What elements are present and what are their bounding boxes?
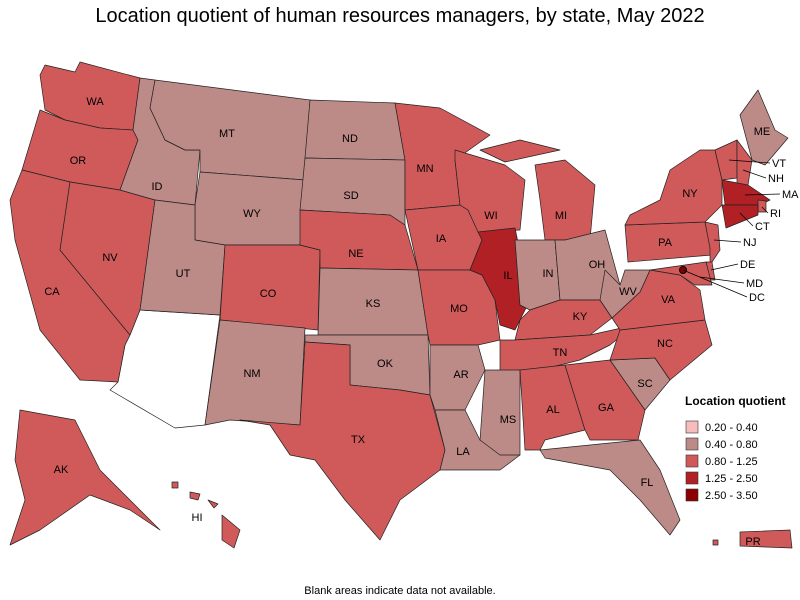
state-label: WI: [484, 210, 497, 222]
legend-swatch: [685, 437, 699, 451]
state-label: WY: [243, 208, 261, 220]
leader-line: [739, 212, 754, 227]
legend: Location quotient 0.20 - 0.40 0.40 - 0.80…: [685, 394, 786, 502]
legend-label: 1.25 - 2.50: [705, 473, 758, 485]
state-shape: [239, 341, 446, 541]
state-label: RI: [770, 208, 781, 220]
legend-label: 0.80 - 1.25: [705, 456, 758, 468]
state-label: IN: [543, 268, 554, 280]
state-label: ID: [152, 181, 163, 193]
state-label: CA: [44, 286, 60, 298]
footnote: Blank areas indicate data not available.: [304, 585, 495, 597]
state-label: MO: [450, 303, 468, 315]
state-shape: [434, 409, 521, 471]
state-shape: [721, 204, 759, 229]
state-shape: [539, 439, 681, 536]
state-shape: [649, 261, 713, 286]
leader-line: [682, 269, 748, 298]
state-label: OH: [589, 259, 606, 271]
state-label: CO: [260, 288, 277, 300]
state-label: IA: [436, 233, 447, 245]
leader-line: [761, 206, 769, 214]
legend-swatch: [685, 420, 699, 434]
state-label: SD: [343, 190, 358, 202]
state-label: NC: [657, 338, 673, 350]
state-shape: [704, 221, 721, 266]
state-label: MD: [746, 278, 763, 290]
legend-swatch: [685, 454, 699, 468]
map-title: Location quotient of human resources man…: [95, 5, 704, 27]
state-label: NV: [102, 252, 118, 264]
leader-line: [699, 276, 745, 284]
state-label: KY: [573, 311, 588, 323]
leader-line: [728, 159, 771, 164]
state-label: OK: [377, 358, 394, 370]
state-label: UT: [176, 268, 191, 280]
state-label: ND: [342, 133, 358, 145]
state-label: MN: [416, 163, 433, 175]
state-label: NH: [768, 173, 784, 185]
state-label: AR: [453, 369, 468, 381]
legend-label: 0.40 - 0.80: [705, 439, 758, 451]
state-shape: [304, 99, 406, 161]
state-label: KS: [366, 298, 381, 310]
state-label: NE: [348, 248, 363, 260]
state-label: NY: [682, 188, 698, 200]
state-label: VT: [772, 158, 786, 170]
leader-line: [742, 169, 767, 179]
state-label: LA: [456, 446, 470, 458]
state-label: SC: [637, 378, 652, 390]
state-label: HI: [192, 512, 203, 524]
state-label: MA: [782, 189, 799, 201]
state-shape: [9, 409, 161, 546]
leader-line: [710, 263, 739, 271]
state-label: NM: [243, 368, 260, 380]
state-label: ME: [754, 126, 771, 138]
state-label: AK: [54, 464, 69, 476]
state-shape: [624, 149, 723, 226]
leader-line: [744, 193, 781, 196]
states: WA OR CA NV ID MT WY UT CO NM ND SD NE KS OK TX MN IA MO AR…: [9, 61, 799, 549]
state-label: MS: [500, 414, 517, 426]
state-shape: [171, 481, 241, 549]
legend-swatch: [685, 471, 699, 485]
state-label: FL: [641, 477, 654, 489]
leader-line: [713, 239, 742, 243]
state-label: DE: [740, 259, 755, 271]
state-label: WV: [619, 286, 637, 298]
state-label: MI: [555, 210, 567, 222]
state-shape: [479, 369, 521, 456]
state-label: OR: [70, 155, 87, 167]
state-shape: [599, 269, 651, 319]
state-label: PR: [745, 536, 760, 548]
legend-title: Location quotient: [685, 394, 786, 408]
state-label: TN: [553, 347, 568, 359]
legend-label: 2.50 - 3.50: [705, 490, 758, 502]
state-label: DC: [749, 292, 765, 304]
legend-label: 0.20 - 0.40: [705, 422, 758, 434]
state-label: NJ: [743, 237, 756, 249]
state-label: AL: [546, 404, 559, 416]
state-shape: [712, 529, 793, 549]
state-label: IL: [503, 270, 512, 282]
state-label: TX: [351, 434, 366, 446]
state-label: CT: [755, 221, 770, 233]
legend-swatch: [685, 488, 699, 502]
state-label: VA: [661, 294, 676, 306]
state-label: WA: [86, 96, 104, 108]
state-label: MT: [219, 128, 235, 140]
state-label: PA: [658, 237, 673, 249]
state-label: GA: [598, 402, 615, 414]
